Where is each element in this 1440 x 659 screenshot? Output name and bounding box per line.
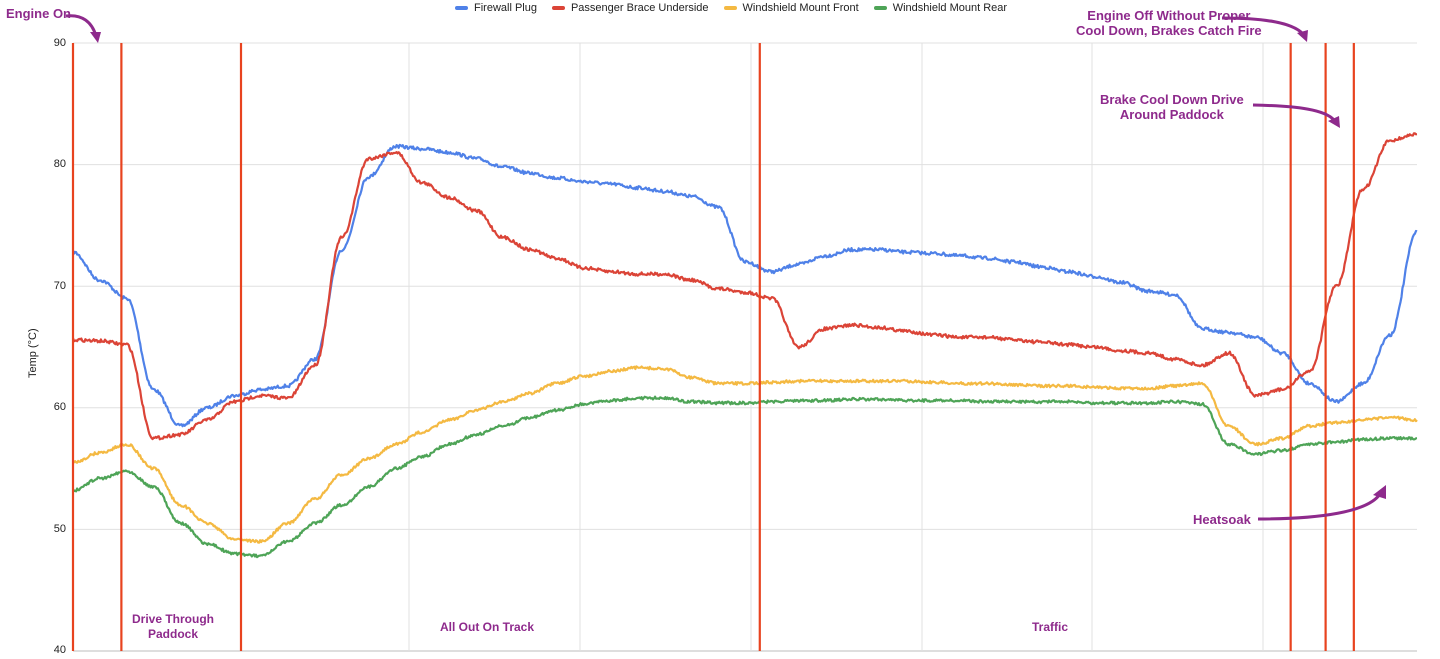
legend-item-firewall-plug[interactable]: Firewall Plug — [455, 2, 537, 14]
y-tick-70: 70 — [53, 280, 66, 292]
annotation-line: Engine Off Without Proper — [1087, 8, 1251, 23]
series-line-passenger-brace-underside[interactable] — [71, 132, 1418, 441]
annotation-engine-on: Engine On — [6, 6, 71, 21]
y-tick-60: 60 — [53, 401, 66, 413]
legend-item-windshield-front[interactable]: Windshield Mount Front — [723, 2, 859, 14]
data-series — [71, 132, 1418, 559]
arrowhead-icon — [1373, 485, 1386, 499]
legend-item-windshield-rear[interactable]: Windshield Mount Rear — [873, 2, 1008, 14]
legend-label: Firewall Plug — [474, 2, 537, 14]
legend-swatch-icon — [723, 6, 737, 10]
arrow-brake-cool — [1252, 103, 1336, 122]
annotation-engine-off: Engine Off Without Proper Cool Down, Bra… — [1076, 8, 1262, 38]
annotation-brake-cool-down: Brake Cool Down Drive Around Paddock — [1100, 92, 1244, 122]
chart-legend: Firewall Plug Passenger Brace Underside … — [455, 0, 1022, 16]
event-markers — [71, 43, 1355, 651]
legend-label: Windshield Mount Front — [742, 2, 859, 14]
annotation-line: Paddock — [148, 627, 199, 641]
legend-swatch-icon — [873, 6, 887, 10]
gridlines — [73, 42, 1417, 652]
legend-swatch-icon — [551, 6, 565, 10]
annotation-arrows — [65, 14, 1386, 521]
arrowhead-icon — [1328, 116, 1340, 128]
annotation-heatsoak: Heatsoak — [1193, 512, 1251, 527]
region-label-all-out: All Out On Track — [440, 620, 535, 634]
series-line-firewall-plug[interactable] — [71, 143, 1418, 428]
series-line-windshield-mount-front[interactable] — [72, 365, 1418, 544]
y-tick-40: 40 — [53, 644, 66, 656]
legend-item-passenger-brace[interactable]: Passenger Brace Underside — [551, 2, 709, 14]
annotation-line: Drive Through — [132, 612, 215, 626]
region-label-drive-paddock: Drive Through Paddock — [132, 612, 214, 642]
legend-swatch-icon — [455, 6, 468, 10]
legend-label: Windshield Mount Rear — [892, 2, 1008, 14]
arrow-heatsoak — [1257, 493, 1382, 521]
annotation-line: Brake Cool Down Drive — [1100, 92, 1244, 107]
arrowhead-icon — [90, 32, 101, 43]
y-tick-90: 90 — [53, 37, 66, 49]
y-tick-50: 50 — [53, 523, 66, 535]
legend-label: Passenger Brace Underside — [570, 2, 709, 14]
y-axis-label: Temp (°C) — [27, 328, 39, 378]
y-tick-80: 80 — [53, 158, 66, 170]
annotation-line: Around Paddock — [1119, 107, 1224, 122]
annotation-line: Cool Down, Brakes Catch Fire — [1076, 23, 1262, 38]
series-line-windshield-mount-rear[interactable] — [72, 395, 1418, 559]
arrowhead-icon — [1297, 30, 1308, 42]
arrow-engine-off — [1221, 16, 1305, 36]
region-label-traffic: Traffic — [1032, 620, 1069, 634]
